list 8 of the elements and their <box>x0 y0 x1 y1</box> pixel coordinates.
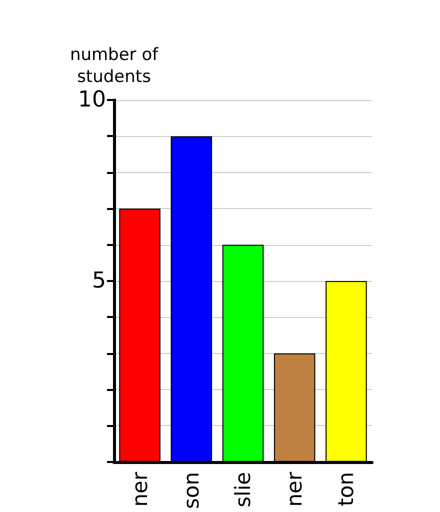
x-tick-label: son <box>179 472 204 510</box>
x-tick-label: ner <box>282 472 307 507</box>
x-tick-label: slie <box>231 472 255 508</box>
y-axis-title: number of students <box>70 45 160 87</box>
x-tick-label: ton <box>334 472 358 506</box>
y-tick-label: 10 <box>78 88 106 112</box>
y-tick-label: 5 <box>92 268 106 294</box>
x-tick-label: ner <box>128 472 152 507</box>
